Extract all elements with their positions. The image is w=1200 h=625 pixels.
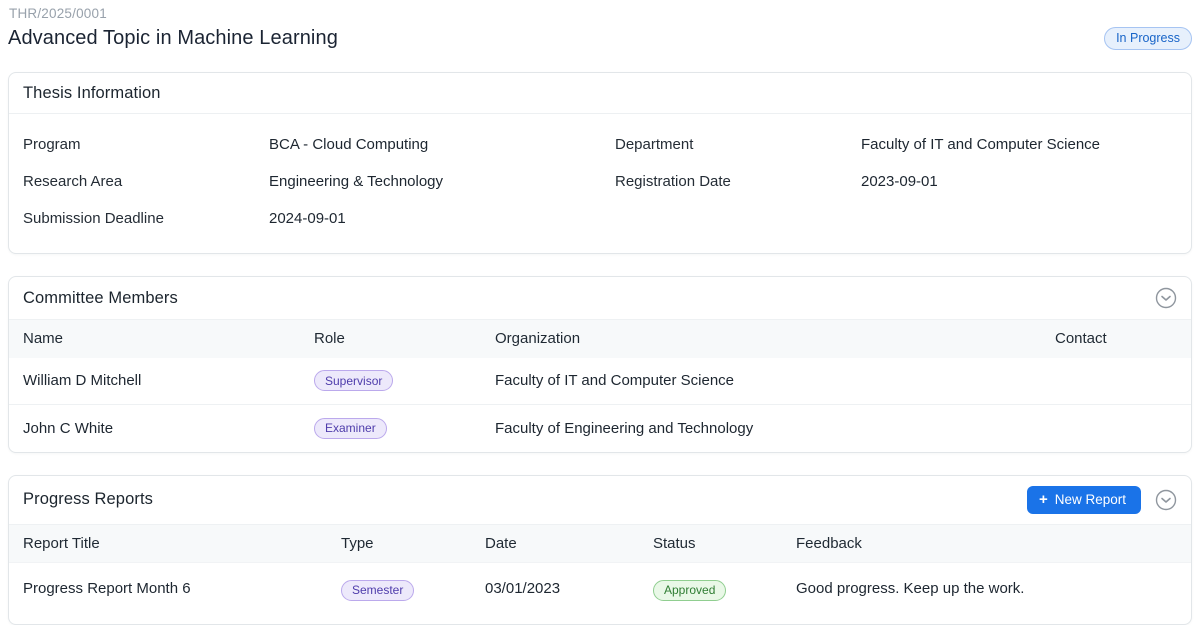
field-label: Submission Deadline — [23, 210, 269, 227]
progress-reports-card: Progress Reports + New Report Report Ti — [8, 475, 1192, 625]
status-approved-badge: Approved — [653, 580, 726, 601]
member-contact — [1041, 405, 1191, 452]
column-header-feedback: Feedback — [782, 524, 1191, 562]
section-title: Committee Members — [23, 289, 178, 308]
progress-reports-header: Progress Reports + New Report — [9, 476, 1191, 524]
field-value: Engineering & Technology — [269, 173, 443, 190]
page-title: Advanced Topic in Machine Learning — [8, 27, 338, 50]
member-organization: Faculty of IT and Computer Science — [481, 358, 1041, 405]
field-value: 2023-09-01 — [861, 173, 938, 190]
committee-members-card: Committee Members Name Role Organization… — [8, 276, 1192, 453]
thesis-info-grid: Program BCA - Cloud Computing Department… — [9, 114, 1191, 253]
field-value: 2024-09-01 — [269, 210, 346, 227]
role-badge: Examiner — [314, 418, 387, 439]
info-field-department: Department Faculty of IT and Computer Sc… — [600, 126, 1177, 163]
collapse-reports-button[interactable] — [1155, 489, 1177, 511]
column-header-contact: Contact — [1041, 320, 1191, 358]
column-header-date: Date — [471, 524, 639, 562]
member-name: John C White — [9, 405, 300, 452]
new-report-button[interactable]: + New Report — [1027, 486, 1141, 514]
info-field-registration-date: Registration Date 2023-09-01 — [600, 163, 1177, 200]
thesis-information-header: Thesis Information — [9, 73, 1191, 113]
chevron-down-icon — [1155, 489, 1177, 511]
member-name: William D Mitchell — [9, 358, 300, 405]
field-label: Research Area — [23, 173, 269, 190]
table-row: Progress Report Month 6 Semester 03/01/2… — [9, 562, 1191, 624]
role-badge: Supervisor — [314, 370, 393, 391]
column-header-role: Role — [300, 320, 481, 358]
chevron-down-icon — [1155, 287, 1177, 309]
type-badge: Semester — [341, 580, 414, 601]
section-title: Thesis Information — [23, 84, 161, 103]
field-label: Registration Date — [615, 173, 861, 190]
column-header-type: Type — [327, 524, 471, 562]
column-header-name: Name — [9, 320, 300, 358]
thesis-id: THR/2025/0001 — [9, 6, 1192, 21]
new-report-button-label: New Report — [1055, 493, 1126, 507]
info-field-submission-deadline: Submission Deadline 2024-09-01 — [23, 200, 600, 237]
committee-table: Name Role Organization Contact William D… — [9, 319, 1191, 452]
column-header-organization: Organization — [481, 320, 1041, 358]
column-header-report-title: Report Title — [9, 524, 327, 562]
report-feedback: Good progress. Keep up the work. — [782, 562, 1191, 624]
field-label: Program — [23, 136, 269, 153]
title-row: Advanced Topic in Machine Learning In Pr… — [8, 27, 1192, 50]
info-field-program: Program BCA - Cloud Computing — [23, 126, 600, 163]
progress-reports-table: Report Title Type Date Status Feedback P… — [9, 524, 1191, 625]
member-organization: Faculty of Engineering and Technology — [481, 405, 1041, 452]
report-title: Progress Report Month 6 — [9, 562, 327, 624]
field-value: Faculty of IT and Computer Science — [861, 136, 1100, 153]
section-title: Progress Reports — [23, 490, 153, 509]
thesis-information-card: Thesis Information Program BCA - Cloud C… — [8, 72, 1192, 254]
plus-icon: + — [1039, 492, 1048, 507]
collapse-committee-button[interactable] — [1155, 287, 1177, 309]
field-value: BCA - Cloud Computing — [269, 136, 428, 153]
committee-table-header-row: Name Role Organization Contact — [9, 320, 1191, 358]
table-row: William D Mitchell Supervisor Faculty of… — [9, 358, 1191, 405]
table-row: John C White Examiner Faculty of Enginee… — [9, 405, 1191, 452]
info-field-research-area: Research Area Engineering & Technology — [23, 163, 600, 200]
member-contact — [1041, 358, 1191, 405]
status-badge: In Progress — [1104, 27, 1192, 50]
report-date: 03/01/2023 — [471, 562, 639, 624]
column-header-status: Status — [639, 524, 782, 562]
committee-members-header: Committee Members — [9, 277, 1191, 319]
reports-table-header-row: Report Title Type Date Status Feedback — [9, 524, 1191, 562]
field-label: Department — [615, 136, 861, 153]
